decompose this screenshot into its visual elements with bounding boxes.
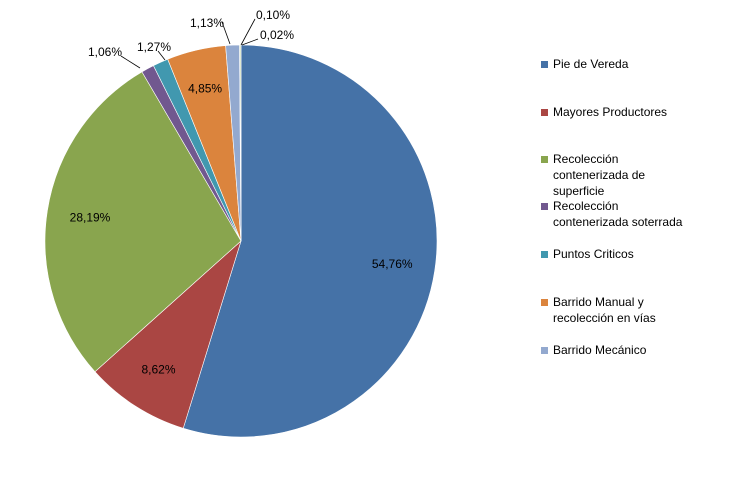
legend-swatch-6 [541,347,548,354]
legend-label-line: Mayores Productores [553,105,668,119]
pie-slice-2 [44,71,242,373]
legend-label-6: Barrido Mecánico [553,342,646,358]
slice-label-8: 0,02% [260,28,294,42]
legend-item-1: Mayores Productores [541,104,731,120]
data-labels: 54,76% 8,62% 28,19% 1,06% 1,27% 4,85% 1,13% 0,1… [70,8,413,377]
legend-item-0: Pie de Vereda [541,56,731,72]
legend-label-0: Pie de Vereda [553,56,628,72]
pie-slice-1 [94,240,242,429]
legend-label-2: Recolección contenerizada de superficie [553,151,645,199]
slice-label-5: 4,85% [188,81,222,95]
legend-swatch-5 [541,299,548,306]
legend-label-1: Mayores Productores [553,104,667,120]
legend-label-line: Puntos Criticos [553,247,634,261]
legend-label-4: Puntos Criticos [553,246,634,262]
legend-swatch-0 [541,61,548,68]
legend-label-line: superficie [553,184,605,198]
slice-label-3: 1,06% [88,45,122,59]
legend-item-2: Recolección contenerizada de superficie [541,151,731,199]
legend-label-3: Recolección contenerizada soterrada [553,198,682,230]
leader-line-4 [157,50,166,61]
legend-item-6: Barrido Mecánico [541,342,731,358]
legend-swatch-1 [541,109,548,116]
slice-label-1: 8,62% [141,363,175,377]
legend-item-5: Barrido Manual y recolección en vías [541,294,731,326]
legend-label-line: recolección en vías [553,311,656,325]
leader-line-7 [240,18,256,46]
pie-slice-0 [182,44,438,438]
slice-label-2: 28,19% [70,210,111,224]
legend-label-line: Barrido Mecánico [553,343,647,357]
slice-label-6: 1,13% [190,16,224,30]
leader-line-6 [221,21,231,45]
legend-label-5: Barrido Manual y recolección en vías [553,294,656,326]
leader-line-3 [120,55,141,69]
slice-label-4: 1,27% [137,40,171,54]
leader-line-8 [241,38,259,46]
legend-swatch-4 [541,251,548,258]
leader-lines [120,18,259,69]
slice-label-7: 0,10% [256,8,290,22]
pie-slices [44,44,438,438]
legend-swatch-2 [541,156,548,163]
legend-label-line: contenerizada de [553,168,646,182]
legend-item-3: Recolección contenerizada soterrada [541,198,731,230]
legend-item-4: Puntos Criticos [541,246,731,262]
legend-label-line: Recolección [553,152,619,166]
legend-label-line: Barrido Manual y [553,295,644,309]
slice-label-0: 54,76% [372,257,413,271]
legend-label-line: Pie de Vereda [553,57,629,71]
legend-swatch-3 [541,203,548,210]
legend-label-line: Recolección [553,199,619,213]
legend-label-line: contenerizada soterrada [553,215,683,229]
